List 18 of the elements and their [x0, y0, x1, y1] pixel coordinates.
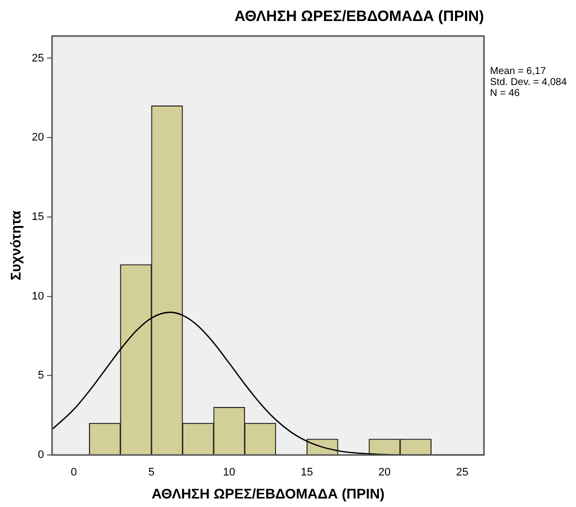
y-tick-label: 20 — [32, 132, 44, 144]
text: N = 46 — [490, 88, 520, 99]
y-tick-label: 0 — [38, 449, 44, 462]
chart-title: ΑΘΛΗΣΗ ΩΡΕΣ/ΕΒΔΟΜΑΔΑ (ΠΡΙΝ) — [234, 8, 484, 26]
x-axis-title: ΑΘΛΗΣΗ ΩΡΕΣ/ΕΒΔΟΜΑΔΑ (ΠΡΙΝ) — [152, 485, 384, 502]
x-tick-label: 10 — [223, 466, 236, 479]
x-tick-label: 15 — [300, 466, 313, 479]
y-tick-label: 25 — [32, 52, 44, 64]
x-tick-label: 0 — [70, 466, 77, 479]
y-axis-title: Συχνότητα — [7, 210, 24, 280]
text: Std. Dev. = 4,084 — [490, 76, 568, 88]
x-tick-label: 5 — [148, 466, 155, 479]
y-tick-label: 5 — [38, 370, 44, 382]
y-tick-label: 10 — [32, 290, 44, 302]
y-tick-label: 15 — [32, 210, 44, 223]
text: Mean = 6,17 — [490, 66, 546, 77]
x-tick-label: 20 — [378, 466, 391, 479]
x-tick-label: 25 — [456, 466, 468, 479]
